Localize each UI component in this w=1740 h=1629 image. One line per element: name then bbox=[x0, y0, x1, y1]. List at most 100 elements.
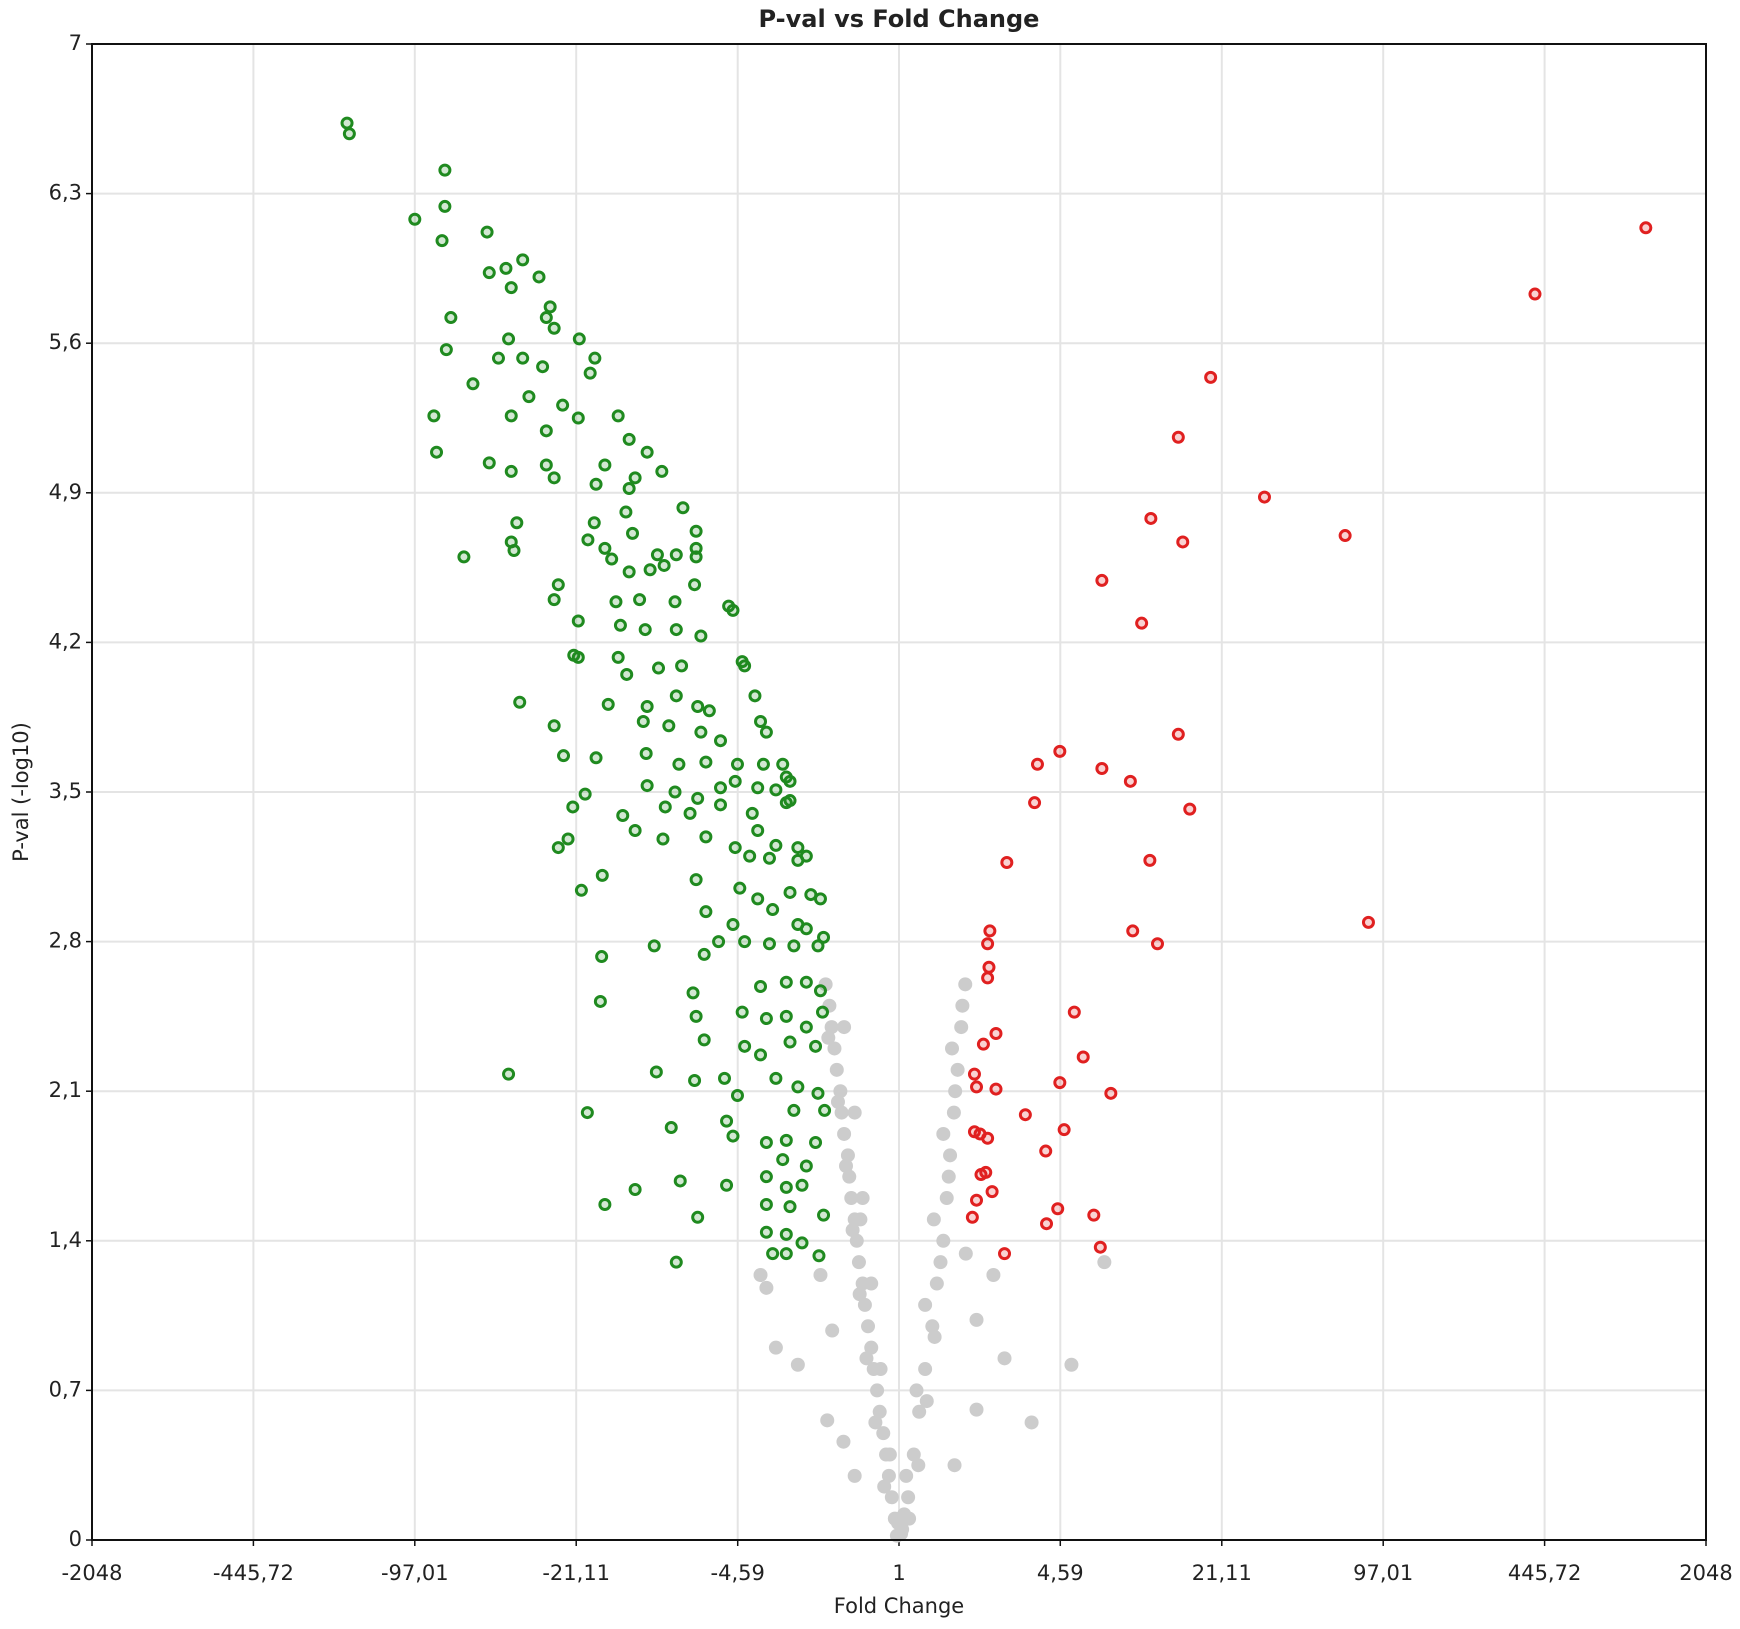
x-tick-label: -445,72 bbox=[213, 1561, 294, 1585]
data-point bbox=[989, 1026, 1003, 1040]
data-point bbox=[699, 905, 713, 919]
data-point bbox=[669, 548, 683, 562]
data-point bbox=[877, 1479, 892, 1494]
data-point bbox=[633, 593, 647, 607]
data-point bbox=[609, 595, 623, 609]
data-point bbox=[547, 471, 561, 485]
data-point bbox=[766, 903, 780, 917]
data-point bbox=[480, 225, 494, 239]
data-point bbox=[1076, 1050, 1090, 1064]
data-point bbox=[539, 458, 553, 472]
data-point bbox=[830, 1094, 845, 1109]
data-point bbox=[926, 1212, 941, 1227]
data-point bbox=[754, 979, 768, 993]
data-point bbox=[821, 1030, 836, 1045]
data-point bbox=[510, 516, 524, 530]
y-tick-label: 7 bbox=[69, 31, 82, 55]
data-point bbox=[948, 1084, 963, 1099]
data-point bbox=[571, 411, 585, 425]
data-point bbox=[881, 1468, 896, 1483]
data-point bbox=[669, 689, 683, 703]
data-point bbox=[759, 1280, 774, 1295]
data-point bbox=[662, 719, 676, 733]
data-point bbox=[640, 700, 654, 714]
data-point bbox=[787, 1103, 801, 1117]
data-point bbox=[551, 578, 565, 592]
data-point bbox=[444, 311, 458, 325]
data-point bbox=[340, 116, 354, 130]
data-point bbox=[1104, 1086, 1118, 1100]
data-point bbox=[638, 623, 652, 637]
data-point bbox=[754, 1048, 768, 1062]
data-point bbox=[779, 1227, 793, 1241]
data-point bbox=[873, 1362, 888, 1377]
data-point bbox=[636, 714, 650, 728]
data-point bbox=[598, 1197, 612, 1211]
data-point bbox=[438, 199, 452, 213]
data-point bbox=[864, 1340, 879, 1355]
data-point bbox=[933, 1255, 948, 1270]
data-point bbox=[457, 550, 471, 564]
data-point bbox=[902, 1511, 917, 1526]
y-tick-label: 2,1 bbox=[49, 1078, 82, 1102]
y-tick-label: 1,4 bbox=[49, 1228, 82, 1252]
data-point bbox=[970, 1193, 984, 1207]
data-point bbox=[941, 1169, 956, 1184]
data-point bbox=[787, 939, 801, 953]
data-point bbox=[882, 1447, 897, 1462]
data-point bbox=[954, 1020, 969, 1035]
data-point bbox=[657, 558, 671, 572]
data-point bbox=[516, 351, 530, 365]
data-point bbox=[1095, 761, 1109, 775]
data-point bbox=[408, 212, 422, 226]
data-point bbox=[762, 851, 776, 865]
data-point bbox=[817, 930, 831, 944]
data-point bbox=[859, 1351, 874, 1366]
data-point bbox=[1361, 915, 1375, 929]
data-point bbox=[816, 1005, 830, 1019]
data-point bbox=[783, 1200, 797, 1214]
data-point bbox=[981, 937, 995, 951]
data-point bbox=[1067, 1005, 1081, 1019]
data-point bbox=[547, 719, 561, 733]
data-point bbox=[751, 823, 765, 837]
data-point bbox=[539, 311, 553, 325]
y-tick-label: 2,8 bbox=[49, 929, 82, 953]
data-point bbox=[668, 785, 682, 799]
x-tick-label: 445,72 bbox=[1508, 1561, 1581, 1585]
data-point bbox=[726, 1129, 740, 1143]
data-point bbox=[611, 650, 625, 664]
data-point bbox=[1057, 1123, 1071, 1137]
data-point bbox=[852, 1287, 867, 1302]
data-point bbox=[899, 1468, 914, 1483]
data-point bbox=[884, 1490, 899, 1505]
data-point bbox=[939, 1191, 954, 1206]
data-point bbox=[918, 1362, 933, 1377]
data-point bbox=[714, 781, 728, 795]
data-point bbox=[795, 1236, 809, 1250]
data-point bbox=[901, 1490, 916, 1505]
data-point bbox=[817, 1208, 831, 1222]
data-point bbox=[712, 935, 726, 949]
data-point bbox=[791, 841, 805, 855]
data-point bbox=[702, 704, 716, 718]
data-point bbox=[571, 614, 585, 628]
data-point bbox=[769, 838, 783, 852]
data-point bbox=[827, 1041, 842, 1056]
data-point bbox=[768, 1340, 783, 1355]
data-point bbox=[842, 1169, 857, 1184]
x-tick-label: -2048 bbox=[61, 1561, 122, 1585]
data-point bbox=[813, 1267, 828, 1282]
data-point bbox=[847, 1105, 862, 1120]
data-point bbox=[595, 950, 609, 964]
data-point bbox=[912, 1404, 927, 1419]
data-point bbox=[748, 689, 762, 703]
data-point bbox=[613, 618, 627, 632]
data-point bbox=[513, 695, 527, 709]
data-point bbox=[547, 593, 561, 607]
data-point bbox=[730, 1088, 744, 1102]
data-point bbox=[1095, 573, 1109, 587]
data-point bbox=[983, 924, 997, 938]
data-point bbox=[572, 332, 586, 346]
data-point bbox=[556, 398, 570, 412]
